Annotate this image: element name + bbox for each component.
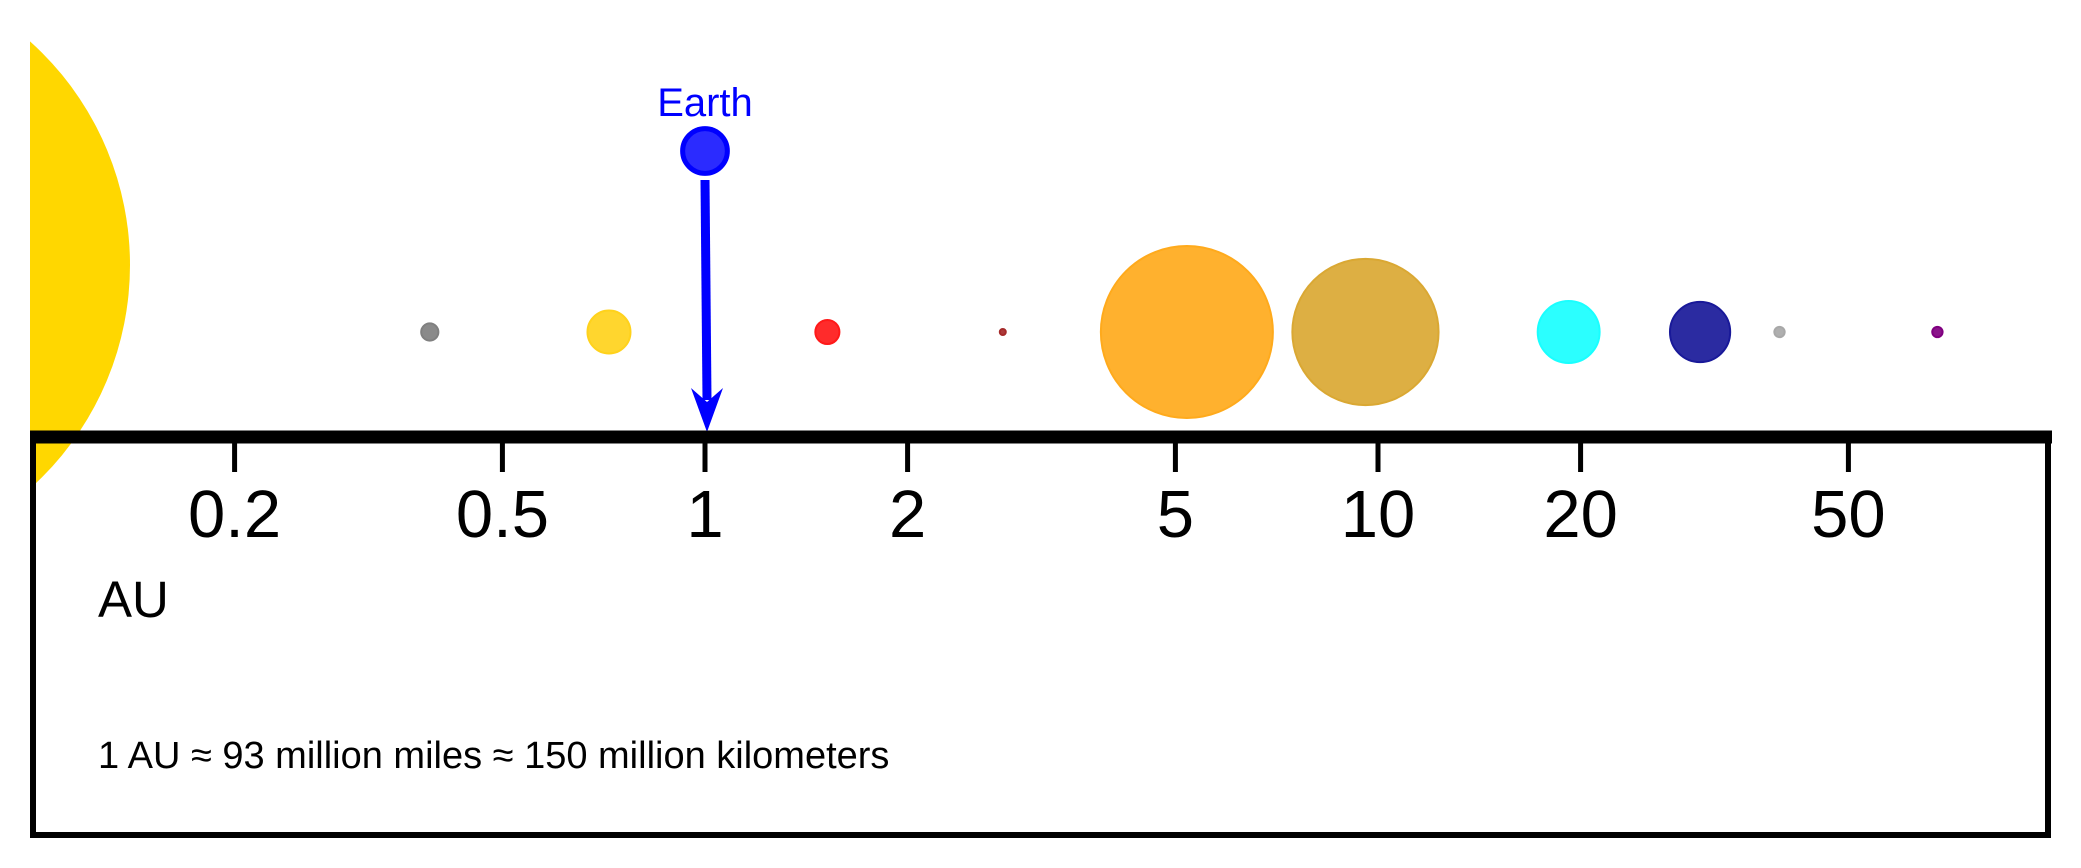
tick-label: 50 — [1811, 477, 1886, 552]
uranus-marker — [1536, 300, 1601, 364]
jupiter-marker — [1099, 245, 1274, 419]
tick-label: 20 — [1543, 477, 1618, 552]
earth-marker — [680, 126, 730, 176]
tick-label: 2 — [889, 477, 926, 552]
mars-marker — [814, 318, 841, 346]
ceres-marker — [998, 328, 1007, 336]
neptune-marker — [1668, 300, 1732, 364]
body-markers — [420, 126, 1944, 419]
sun — [30, 41, 130, 489]
au-conversion-note: 1 AU ≈ 93 million miles ≈ 150 million ki… — [98, 735, 889, 777]
saturn-marker — [1291, 257, 1440, 407]
tick-label: 10 — [1341, 477, 1416, 552]
tick-label: 0.5 — [456, 477, 549, 552]
earth-arrow-head — [691, 388, 723, 432]
venus-marker — [586, 309, 632, 355]
earth-arrow-shaft — [700, 179, 712, 401]
mercury-marker — [420, 322, 440, 342]
tick-label: 1 — [686, 477, 723, 552]
axis-ticks: 0.2 0.5 1 2 5 10 20 50 — [188, 440, 1886, 552]
pluto-marker — [1773, 325, 1786, 339]
sun-disc — [30, 41, 130, 489]
tick-label: 0.2 — [188, 477, 281, 552]
earth-callout: Earth — [657, 81, 753, 432]
tick-label: 5 — [1157, 477, 1194, 552]
unit-label: AU — [98, 571, 169, 628]
eris-marker — [1931, 325, 1944, 339]
earth-label: Earth — [657, 81, 753, 125]
